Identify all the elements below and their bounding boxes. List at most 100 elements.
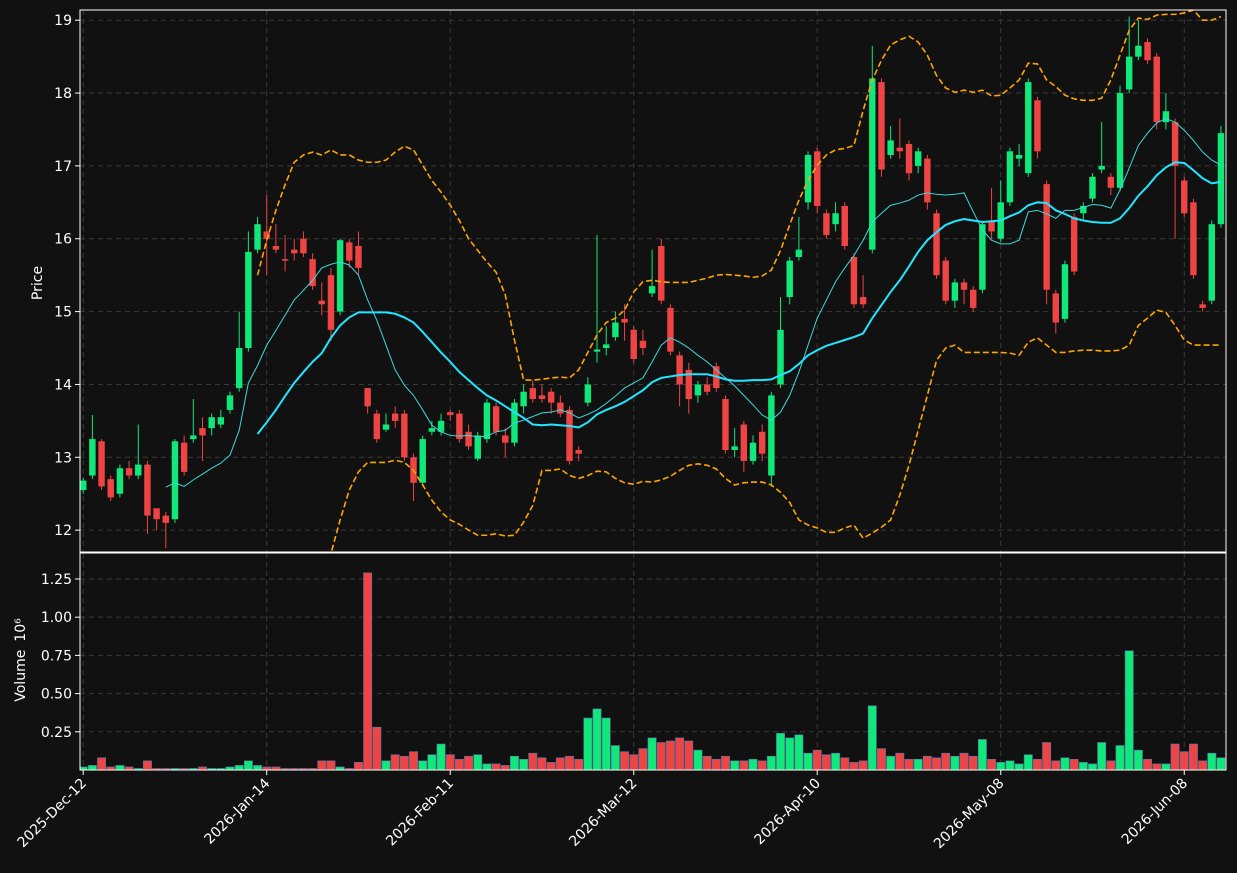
candle-body [291, 249, 298, 254]
candle-body [1015, 154, 1023, 159]
candle-body [180, 442, 188, 472]
candle-body [749, 442, 757, 461]
candle-body [566, 409, 573, 461]
candle-body [1162, 111, 1170, 123]
candle-body [1098, 165, 1105, 170]
candle-body [694, 384, 702, 396]
volume-bar [987, 759, 996, 770]
volume-bar [106, 766, 116, 770]
volume-bar [528, 752, 538, 770]
volume-bar [904, 759, 914, 770]
volume-bar [555, 757, 565, 770]
overlay-line [256, 161, 1222, 435]
candle-body [1153, 56, 1160, 123]
candle-body [676, 355, 683, 385]
price-panel [80, 10, 1226, 552]
volume-bar [436, 743, 446, 770]
candle-body [538, 395, 546, 400]
candle-body [502, 435, 509, 443]
candle-body [1199, 304, 1206, 308]
candle-body [281, 259, 289, 261]
volume-bar [776, 733, 785, 770]
candle-body [658, 246, 665, 301]
volume-label: Volume [13, 650, 29, 702]
volume-bar [124, 766, 134, 770]
candle-body [355, 246, 362, 268]
candle-body [905, 144, 913, 174]
candle-body [1089, 176, 1096, 199]
volume-bar [1033, 759, 1042, 770]
volume-bar [592, 708, 602, 770]
x-tick-label: 2025-Dec-12 [15, 776, 90, 851]
volume-bar [1188, 743, 1198, 770]
volume-bar [757, 760, 767, 770]
y-tick-label: 1.00 [41, 610, 72, 626]
volume-bar [794, 734, 804, 770]
volume-bar [234, 765, 244, 770]
candle-body [1190, 202, 1197, 276]
candle-body [327, 275, 335, 330]
candle-body [547, 391, 555, 403]
volume-bar [684, 740, 694, 770]
candle-body [309, 259, 316, 287]
y-tick-label: 0.75 [41, 648, 72, 664]
candle-body [107, 479, 114, 498]
volume-bar [1106, 760, 1116, 770]
volume-bar [1014, 763, 1024, 770]
candle-body [1052, 293, 1060, 323]
candle-body [1043, 184, 1050, 290]
candle-body [144, 464, 151, 516]
volume-bar [739, 760, 749, 770]
volume-bar [243, 760, 253, 770]
candle-body [465, 431, 472, 447]
candle-body [914, 151, 922, 166]
candle-body [1006, 151, 1014, 203]
x-tick-label: 2026-Mar-12 [566, 776, 640, 850]
volume-bar [1133, 749, 1143, 770]
volume-bar [1042, 742, 1052, 770]
volume-bar [464, 755, 474, 770]
candle-body [703, 384, 711, 392]
candle-body [135, 464, 142, 476]
candle-body [346, 242, 353, 261]
candle-body [768, 395, 775, 476]
candle-body [795, 249, 803, 257]
overlay-line [256, 10, 1222, 381]
candle-body [1217, 133, 1225, 225]
candle-body [878, 82, 885, 170]
volume-bar [748, 759, 758, 770]
volume-bar [877, 748, 886, 770]
volume-bar [115, 765, 125, 770]
volume-bar [500, 765, 510, 770]
candle-body [529, 388, 537, 400]
volume-bar [390, 754, 400, 770]
candle-body [648, 286, 656, 294]
candle-body [474, 435, 481, 459]
candle-body [437, 420, 445, 432]
overlay-line [330, 309, 1221, 552]
volume-frame [79, 552, 1227, 771]
volume-bar [1207, 752, 1217, 770]
volume-bar [454, 759, 464, 770]
volume-bar [996, 762, 1006, 770]
volume-bar [977, 739, 987, 770]
volume-bar [143, 760, 152, 770]
volume-bar [886, 755, 896, 770]
volume-bar [1069, 759, 1079, 770]
volume-axis-label: Volume 10⁶ [13, 618, 29, 702]
volume-bar [335, 766, 345, 770]
volume-bar [812, 749, 822, 770]
volume-bar [1005, 760, 1015, 770]
candle-body [80, 480, 87, 491]
y-tick-label: 15 [54, 305, 72, 321]
candle-body [630, 329, 637, 359]
y-tick-label: 1.25 [41, 572, 72, 588]
price-frame [79, 9, 1227, 553]
volume-bar [537, 757, 547, 770]
candle-body [254, 224, 261, 250]
volume-bar [253, 765, 262, 770]
candle-body [970, 289, 977, 308]
x-tick-label: 2026-May-08 [931, 776, 1008, 853]
candle-body [235, 348, 243, 389]
